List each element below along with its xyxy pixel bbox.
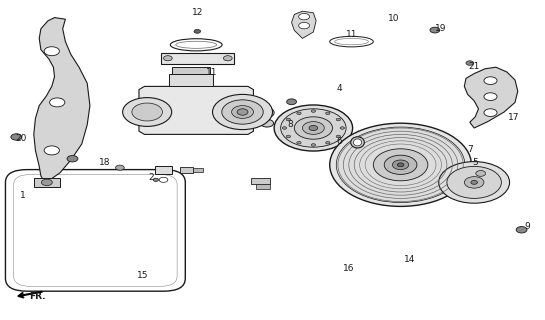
Polygon shape xyxy=(34,18,90,182)
Text: 18: 18 xyxy=(99,158,111,167)
Circle shape xyxy=(311,110,316,112)
Text: 20: 20 xyxy=(15,134,26,143)
Circle shape xyxy=(484,109,497,116)
Text: 16: 16 xyxy=(343,264,355,273)
Circle shape xyxy=(287,99,296,105)
Circle shape xyxy=(309,125,318,131)
Circle shape xyxy=(255,107,274,118)
Circle shape xyxy=(296,141,301,144)
Circle shape xyxy=(281,109,346,147)
Circle shape xyxy=(439,162,510,203)
Circle shape xyxy=(325,112,330,115)
Text: 1: 1 xyxy=(20,191,26,200)
Circle shape xyxy=(164,56,172,61)
Circle shape xyxy=(153,178,159,181)
Circle shape xyxy=(464,177,484,188)
Text: 12: 12 xyxy=(192,8,203,17)
Circle shape xyxy=(299,13,310,20)
Bar xyxy=(193,168,203,172)
Circle shape xyxy=(336,118,341,121)
Text: 4: 4 xyxy=(336,84,342,93)
Polygon shape xyxy=(172,67,210,74)
Polygon shape xyxy=(292,11,316,38)
Circle shape xyxy=(223,56,232,61)
Text: 11: 11 xyxy=(205,68,217,77)
Ellipse shape xyxy=(351,137,365,148)
Text: 9: 9 xyxy=(524,222,530,231)
Text: 15: 15 xyxy=(137,271,149,280)
Circle shape xyxy=(116,165,124,170)
Circle shape xyxy=(340,127,344,129)
Circle shape xyxy=(274,105,353,151)
Circle shape xyxy=(430,27,440,33)
Circle shape xyxy=(299,22,310,29)
Circle shape xyxy=(222,100,263,124)
Circle shape xyxy=(44,47,59,56)
Circle shape xyxy=(282,127,287,129)
Circle shape xyxy=(336,135,341,138)
Circle shape xyxy=(123,98,172,126)
Text: 17: 17 xyxy=(507,113,519,122)
Text: 14: 14 xyxy=(404,255,415,264)
Circle shape xyxy=(384,155,417,174)
Circle shape xyxy=(232,106,253,118)
Text: 19: 19 xyxy=(434,24,446,33)
Circle shape xyxy=(471,180,477,184)
Circle shape xyxy=(11,134,22,140)
Text: 2: 2 xyxy=(149,173,154,182)
Ellipse shape xyxy=(354,139,362,146)
Circle shape xyxy=(516,227,527,233)
Text: 10: 10 xyxy=(387,14,399,23)
Circle shape xyxy=(294,117,332,139)
Circle shape xyxy=(237,109,248,115)
Circle shape xyxy=(67,156,78,162)
Circle shape xyxy=(484,93,497,100)
Circle shape xyxy=(286,135,290,138)
Text: 8: 8 xyxy=(287,120,293,129)
Circle shape xyxy=(476,171,486,176)
Bar xyxy=(251,178,270,184)
Circle shape xyxy=(296,112,301,115)
Circle shape xyxy=(41,179,52,186)
Circle shape xyxy=(447,166,501,198)
Circle shape xyxy=(261,119,274,127)
Circle shape xyxy=(373,149,428,181)
Circle shape xyxy=(311,144,316,146)
Polygon shape xyxy=(139,86,253,134)
Polygon shape xyxy=(34,178,60,187)
Polygon shape xyxy=(169,74,213,86)
Text: 11: 11 xyxy=(346,30,358,39)
Bar xyxy=(180,167,193,173)
Circle shape xyxy=(392,160,409,170)
Circle shape xyxy=(466,61,474,65)
Circle shape xyxy=(132,103,162,121)
Text: 5: 5 xyxy=(473,158,478,167)
Circle shape xyxy=(336,127,465,203)
Text: 7: 7 xyxy=(467,145,473,154)
Circle shape xyxy=(50,98,65,107)
Text: 6: 6 xyxy=(336,137,342,146)
Circle shape xyxy=(44,146,59,155)
Bar xyxy=(155,166,172,174)
Circle shape xyxy=(194,29,201,33)
Text: FR.: FR. xyxy=(29,292,45,301)
Bar xyxy=(256,184,270,189)
Circle shape xyxy=(397,163,404,167)
Polygon shape xyxy=(464,67,518,128)
Circle shape xyxy=(213,94,272,130)
Polygon shape xyxy=(161,53,234,64)
Text: 21: 21 xyxy=(469,62,480,71)
Circle shape xyxy=(484,77,497,84)
Circle shape xyxy=(330,123,471,206)
Circle shape xyxy=(325,141,330,144)
Circle shape xyxy=(302,122,324,134)
Circle shape xyxy=(286,118,290,121)
